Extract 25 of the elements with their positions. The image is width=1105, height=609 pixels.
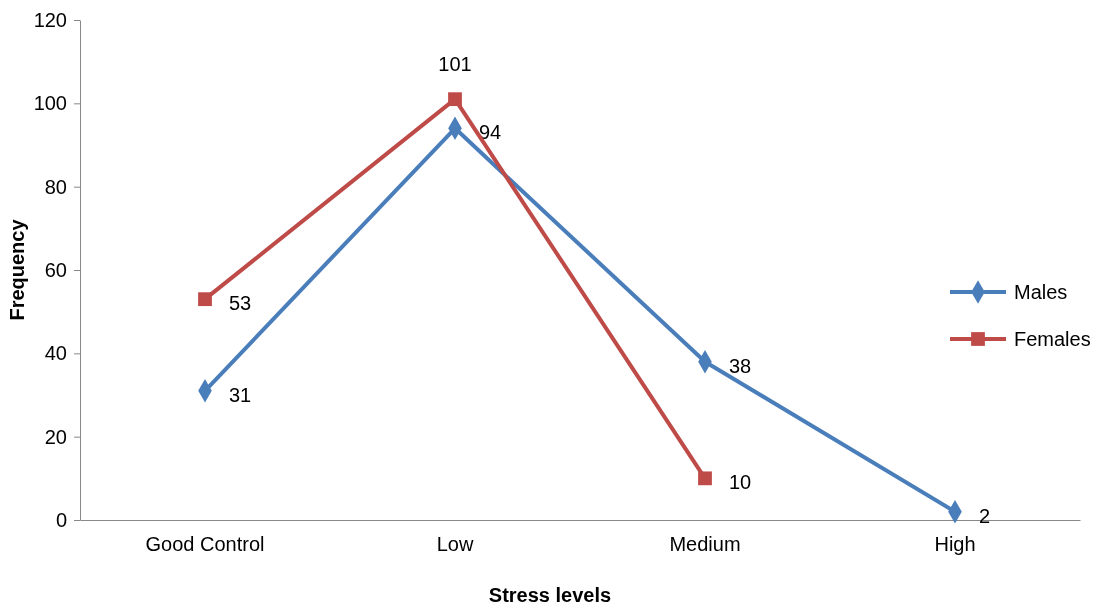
y-tick-label: 40 (44, 342, 67, 365)
x-tick-label: Good Control (145, 533, 265, 555)
y-tick-label: 60 (44, 258, 67, 281)
data-label: 94 (479, 121, 502, 144)
data-label: 31 (229, 383, 252, 406)
point (698, 471, 712, 486)
data-label: 2 (979, 504, 991, 527)
legend-label: Males (1014, 281, 1068, 303)
y-axis-title: Frequency (6, 218, 28, 321)
y-tick-label: 20 (44, 425, 67, 448)
data-label: 53 (229, 292, 252, 315)
x-tick-label: Medium (669, 533, 741, 555)
point (448, 92, 462, 107)
x-tick-label: Low (436, 533, 474, 555)
y-tick-label: 120 (33, 8, 67, 31)
y-tick-label: 0 (55, 508, 67, 531)
data-label: 10 (729, 471, 752, 494)
legend-label: Females (1014, 328, 1091, 350)
point (198, 292, 212, 307)
data-label: 38 (729, 354, 752, 377)
x-tick-label: High (934, 533, 976, 555)
data-label: 101 (438, 53, 472, 76)
x-axis-title: Stress levels (488, 584, 612, 606)
y-tick-label: 80 (44, 175, 67, 198)
y-tick-label: 100 (33, 92, 67, 115)
